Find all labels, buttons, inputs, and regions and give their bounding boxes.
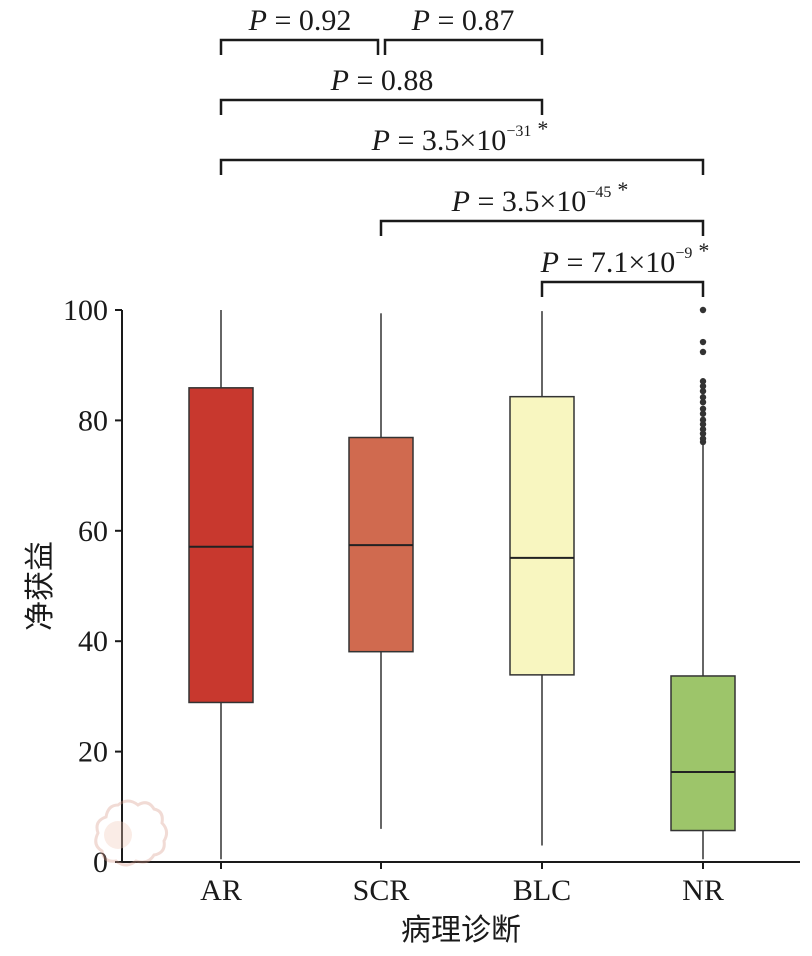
significance-star: * bbox=[698, 238, 709, 263]
box-iqr bbox=[670, 675, 736, 832]
outlier-point bbox=[699, 338, 707, 346]
p-number: 0.92 bbox=[299, 4, 352, 37]
box-iqr bbox=[509, 395, 575, 676]
p-symbol: P bbox=[330, 64, 349, 97]
p-value-label: P = 0.92 bbox=[248, 4, 352, 37]
p-number: 0.88 bbox=[381, 64, 434, 97]
comparison-ar-scr: P = 0.92 bbox=[219, 4, 380, 55]
p-number: 7.1×10 bbox=[591, 246, 675, 279]
outlier-point bbox=[699, 378, 707, 385]
p-number: 3.5×10 bbox=[502, 185, 586, 218]
p-symbol: P bbox=[451, 185, 470, 218]
box-iqr bbox=[188, 387, 254, 704]
comparison-scr-blc: P = 0.87 bbox=[383, 4, 544, 55]
x-axis-title: 病理诊断 bbox=[401, 913, 521, 948]
comparison-scr-nr: P = 3.5×10−45 * bbox=[379, 177, 705, 236]
x-tick-label-blc: BLC bbox=[513, 874, 571, 907]
outlier-point bbox=[699, 410, 707, 417]
p-value-label: P = 3.5×10−45 * bbox=[451, 177, 629, 218]
p-exponent: −45 bbox=[586, 184, 611, 201]
box-series bbox=[188, 306, 736, 860]
y-tick-label: 20 bbox=[78, 736, 108, 769]
p-equals: = bbox=[430, 4, 462, 37]
significance-star: * bbox=[617, 177, 628, 202]
y-tick-label: 100 bbox=[63, 294, 108, 327]
box-ar bbox=[188, 310, 254, 860]
p-symbol: P bbox=[411, 4, 430, 37]
x-tick-label-scr: SCR bbox=[353, 874, 410, 907]
y-axis-title: 净获益 bbox=[23, 541, 58, 631]
outlier-point bbox=[699, 405, 707, 413]
bracket-line bbox=[219, 158, 705, 175]
box-scr bbox=[348, 313, 414, 829]
p-value-label: P = 3.5×10−31 * bbox=[371, 116, 549, 157]
outlier-point bbox=[699, 306, 707, 314]
comparison-blc-nr: P = 7.1×10−9 * bbox=[540, 238, 710, 297]
outlier-point bbox=[699, 430, 707, 437]
y-tick-label: 0 bbox=[93, 846, 108, 879]
box-blc bbox=[509, 311, 575, 846]
x-tick-labels: AR SCR BLC NR bbox=[200, 862, 724, 907]
p-equals: = bbox=[267, 4, 299, 37]
outlier-point bbox=[699, 398, 707, 406]
bracket-line bbox=[540, 280, 705, 297]
comparison-brackets: P = 0.92 P = 0.87P = 0.88P = 3.5×10−31 *P … bbox=[219, 4, 710, 297]
p-equals: = bbox=[470, 185, 502, 218]
box-nr bbox=[670, 306, 736, 860]
outlier-point bbox=[699, 416, 707, 424]
p-number: 3.5×10 bbox=[422, 124, 506, 157]
watermark-seal-icon bbox=[94, 799, 169, 867]
p-symbol: P bbox=[540, 246, 559, 279]
outlier-point bbox=[699, 387, 707, 395]
outlier-point bbox=[699, 348, 707, 356]
outlier-point bbox=[699, 421, 707, 428]
comparison-ar-nr: P = 3.5×10−31 * bbox=[219, 116, 705, 175]
bracket-line bbox=[219, 98, 544, 115]
y-tick-label: 80 bbox=[78, 404, 108, 437]
p-symbol: P bbox=[371, 124, 390, 157]
outlier-point bbox=[699, 382, 707, 390]
p-symbol: P bbox=[248, 4, 267, 37]
y-tick-label: 60 bbox=[78, 515, 108, 548]
y-ticks: 0 20 40 60 80 100 bbox=[63, 294, 122, 879]
outlier-point bbox=[699, 426, 707, 433]
p-value-label: P = 0.88 bbox=[330, 64, 434, 97]
outlier-point bbox=[699, 394, 707, 401]
outlier-point bbox=[699, 438, 707, 446]
comparison-ar-blc: P = 0.88 bbox=[219, 64, 544, 115]
p-number: 0.87 bbox=[462, 4, 515, 37]
p-equals: = bbox=[390, 124, 422, 157]
x-tick-label-ar: AR bbox=[200, 874, 242, 907]
p-value-label: P = 7.1×10−9 * bbox=[540, 238, 710, 279]
p-value-label: P = 0.87 bbox=[411, 4, 515, 37]
p-equals: = bbox=[349, 64, 381, 97]
significance-star: * bbox=[537, 116, 548, 141]
y-tick-label: 40 bbox=[78, 625, 108, 658]
x-tick-label-nr: NR bbox=[682, 874, 724, 907]
p-exponent: −9 bbox=[675, 245, 692, 262]
bracket-line bbox=[219, 38, 380, 55]
p-equals: = bbox=[559, 246, 591, 279]
bracket-line bbox=[383, 38, 544, 55]
p-exponent: −31 bbox=[506, 123, 531, 140]
bracket-line bbox=[379, 219, 705, 236]
axes: 0 20 40 60 80 100 AR SCR BLC NR 病理诊断 净获益 bbox=[23, 294, 800, 948]
